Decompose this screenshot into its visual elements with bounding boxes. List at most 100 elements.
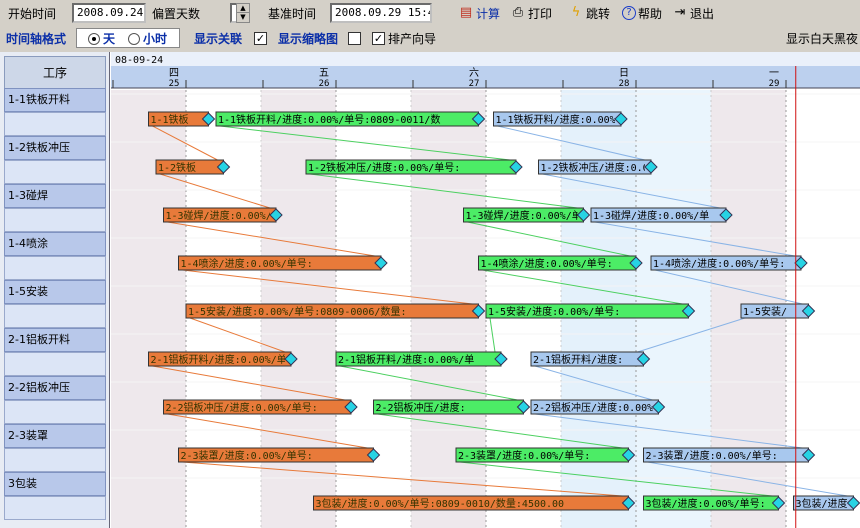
help-icon: ? xyxy=(622,6,636,20)
task-bar-label: 2-1铝板开料/进度: xyxy=(533,353,623,366)
start-time-field[interactable]: 2008.09.24 xyxy=(72,3,146,23)
task-end-marker[interactable] xyxy=(471,112,486,126)
task-bar-label: 3包装/进度:0.00%/单号: xyxy=(646,497,766,510)
task-end-marker[interactable] xyxy=(614,112,628,126)
task-end-marker[interactable] xyxy=(644,160,658,174)
relation-line xyxy=(309,173,578,209)
process-row-label[interactable]: 1-5安装 xyxy=(4,280,106,304)
task-end-marker[interactable] xyxy=(719,208,733,222)
task-bar-label: 1-2铁板冲压/进度:0.00%/ xyxy=(541,161,667,174)
task-bar-label: 2-2铝板冲压/进度:0.00%/单号: xyxy=(166,401,318,414)
process-row-sub xyxy=(4,496,106,520)
task-end-marker[interactable] xyxy=(344,400,358,414)
task-end-marker[interactable] xyxy=(621,448,636,462)
show-thumbnail-checkbox[interactable] xyxy=(348,32,361,45)
stepper-up-icon[interactable]: ▲ xyxy=(237,4,249,13)
print-button[interactable]: ⎙ 打印 xyxy=(510,3,552,23)
task-end-marker[interactable] xyxy=(284,352,298,366)
task-end-marker[interactable] xyxy=(509,160,523,174)
calc-icon: ▤ xyxy=(459,5,473,20)
day-night-label[interactable]: 显示白天黑夜 xyxy=(786,32,859,46)
relation-line xyxy=(167,221,376,257)
process-column-header: 工序 xyxy=(4,56,106,90)
radio-hour-dot[interactable] xyxy=(128,32,140,45)
process-row-label[interactable]: 1-2铁板冲压 xyxy=(4,136,106,160)
process-row-label[interactable]: 1-1铁板开料 xyxy=(4,88,106,112)
task-bar-label: 2-1铝板开料/进度:0.00%/单 xyxy=(151,353,287,366)
task-end-marker[interactable] xyxy=(771,496,786,510)
task-end-marker[interactable] xyxy=(201,112,216,126)
schedule-wizard-checkbox[interactable]: ✓ xyxy=(372,32,385,45)
process-row-label[interactable]: 1-4喷涂 xyxy=(4,232,106,256)
jump-button[interactable]: ϟ 跳转 xyxy=(568,3,610,23)
relation-line xyxy=(489,317,496,353)
help-button[interactable]: ? 帮助 xyxy=(622,3,662,23)
task-end-marker[interactable] xyxy=(494,352,508,366)
gantt-svg[interactable]: 08-09-24 四25 五26 六27 日28 一29 1-1铁板 1-1铁板开料/进度:0… xyxy=(111,52,860,528)
radio-day[interactable]: 天 xyxy=(88,30,115,47)
offset-days-stepper[interactable]: ▲ ▼ xyxy=(236,3,250,23)
task-bar-label: 2-2铝板冲压/进度:0.00%/ xyxy=(533,401,659,414)
process-row-label[interactable]: 3包装 xyxy=(4,472,106,496)
process-row-sub xyxy=(4,448,106,472)
task-end-marker[interactable] xyxy=(681,304,696,318)
process-row-label[interactable]: 2-3装罩 xyxy=(4,424,106,448)
exit-icon: ⇥ xyxy=(674,5,686,20)
task-end-marker[interactable] xyxy=(629,256,643,270)
day-number-label: 27 xyxy=(469,79,480,89)
task-end-marker[interactable] xyxy=(621,496,636,510)
task-bar-label: 1-5安装/ xyxy=(743,305,787,318)
task-bar-label: 1-5安装/进度:0.00%/单号: xyxy=(488,305,620,318)
weekday-label: 一 xyxy=(769,68,779,79)
weekday-label: 四 xyxy=(169,68,179,79)
show-relation-label: 显示关联 xyxy=(194,32,243,46)
day-number-label: 29 xyxy=(769,79,780,89)
stepper-down-icon[interactable]: ▼ xyxy=(240,13,246,21)
radio-day-dot[interactable] xyxy=(88,32,100,45)
task-bar-label: 1-1铁板 xyxy=(151,113,189,126)
relation-line xyxy=(542,173,721,209)
radio-hour[interactable]: 小时 xyxy=(128,30,167,47)
task-end-marker[interactable] xyxy=(801,448,816,462)
day-number-label: 26 xyxy=(319,79,330,89)
task-bar-label: 3包装/进度 xyxy=(796,497,848,510)
task-end-marker[interactable] xyxy=(471,304,486,318)
date-header-bg xyxy=(111,52,860,66)
task-end-marker[interactable] xyxy=(216,160,231,174)
task-end-marker[interactable] xyxy=(269,208,283,222)
task-end-marker[interactable] xyxy=(651,400,666,414)
process-row-label[interactable]: 2-1铝板开料 xyxy=(4,328,106,352)
base-time-field[interactable]: 2008.09.29 15:44 xyxy=(330,3,432,23)
task-end-marker[interactable] xyxy=(516,400,531,414)
task-end-marker[interactable] xyxy=(801,304,816,318)
exit-button[interactable]: ⇥ 退出 xyxy=(672,3,714,23)
task-bar-label: 1-3碰焊/进度:0.00%/单 xyxy=(166,209,282,222)
show-relation-checkbox[interactable]: ✓ xyxy=(254,32,267,45)
task-end-marker[interactable] xyxy=(576,208,591,222)
time-band xyxy=(111,90,186,528)
task-end-marker[interactable] xyxy=(636,352,651,366)
relation-line xyxy=(377,413,623,449)
calc-button[interactable]: ▤ 计算 xyxy=(458,3,500,23)
task-end-marker[interactable] xyxy=(374,256,388,270)
schedule-wizard-label: 排产向导 xyxy=(388,32,437,46)
process-row-sub xyxy=(4,400,106,424)
task-end-marker[interactable] xyxy=(794,256,808,270)
gantt-chart[interactable]: 08-09-24 四 25 五 26 六 27 日 28 一 29 1-1铁板 1-1铁板开料/进度:0… xyxy=(111,52,860,528)
relation-line xyxy=(467,221,631,257)
task-bar-label: 2-3装罩/进度:0.00%/单号: xyxy=(458,449,590,462)
base-time-label: 基准时间 xyxy=(268,7,317,21)
process-row-sub xyxy=(4,112,106,136)
relation-line xyxy=(182,269,473,305)
process-row-sub xyxy=(4,256,106,280)
process-row-label[interactable]: 1-3碰焊 xyxy=(4,184,106,208)
relation-line xyxy=(497,125,646,161)
task-bar-label: 1-1铁板开料/进度:0.00%/ xyxy=(496,113,622,126)
relation-line xyxy=(339,365,518,401)
date-label: 08-09-24 xyxy=(115,55,163,66)
relation-line xyxy=(637,317,746,353)
process-row-label[interactable]: 2-2铝板冲压 xyxy=(4,376,106,400)
task-end-marker[interactable] xyxy=(366,448,381,462)
weekday-label: 五 xyxy=(319,68,329,79)
